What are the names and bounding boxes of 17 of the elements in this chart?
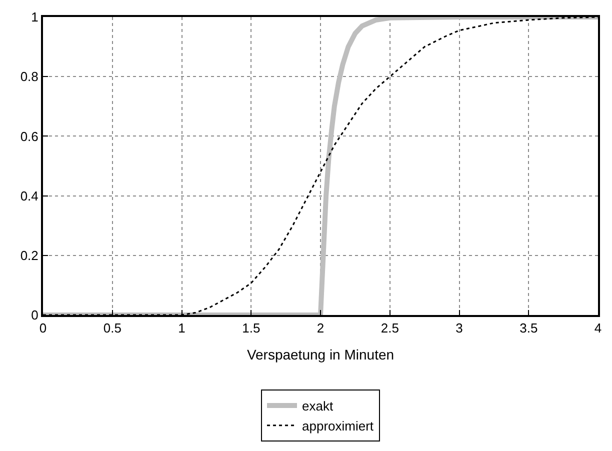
x-tick-label: 4	[594, 320, 602, 336]
x-tick-label: 0.5	[103, 320, 122, 336]
y-tick-label: 0	[31, 308, 38, 323]
x-tick-label: 1.5	[242, 320, 260, 336]
y-tick-label: 0.6	[20, 128, 38, 144]
y-tick-label: 0.4	[20, 188, 38, 204]
x-axis-title: Verspaetung in Minuten	[246, 346, 394, 362]
y-tick-label: 0.2	[20, 248, 38, 263]
x-tick-label: 2	[316, 320, 324, 336]
x-tick-label: 3.5	[520, 320, 538, 336]
x-tick-label: 3	[456, 320, 463, 336]
y-tick-label: 1	[31, 10, 38, 25]
legend-label: approximiert	[302, 418, 374, 434]
y-tick-label: 0.8	[20, 69, 38, 84]
legend-label: exakt	[302, 398, 334, 414]
x-tick-label: 1	[178, 320, 186, 336]
x-tick-label: 2.5	[380, 320, 399, 336]
